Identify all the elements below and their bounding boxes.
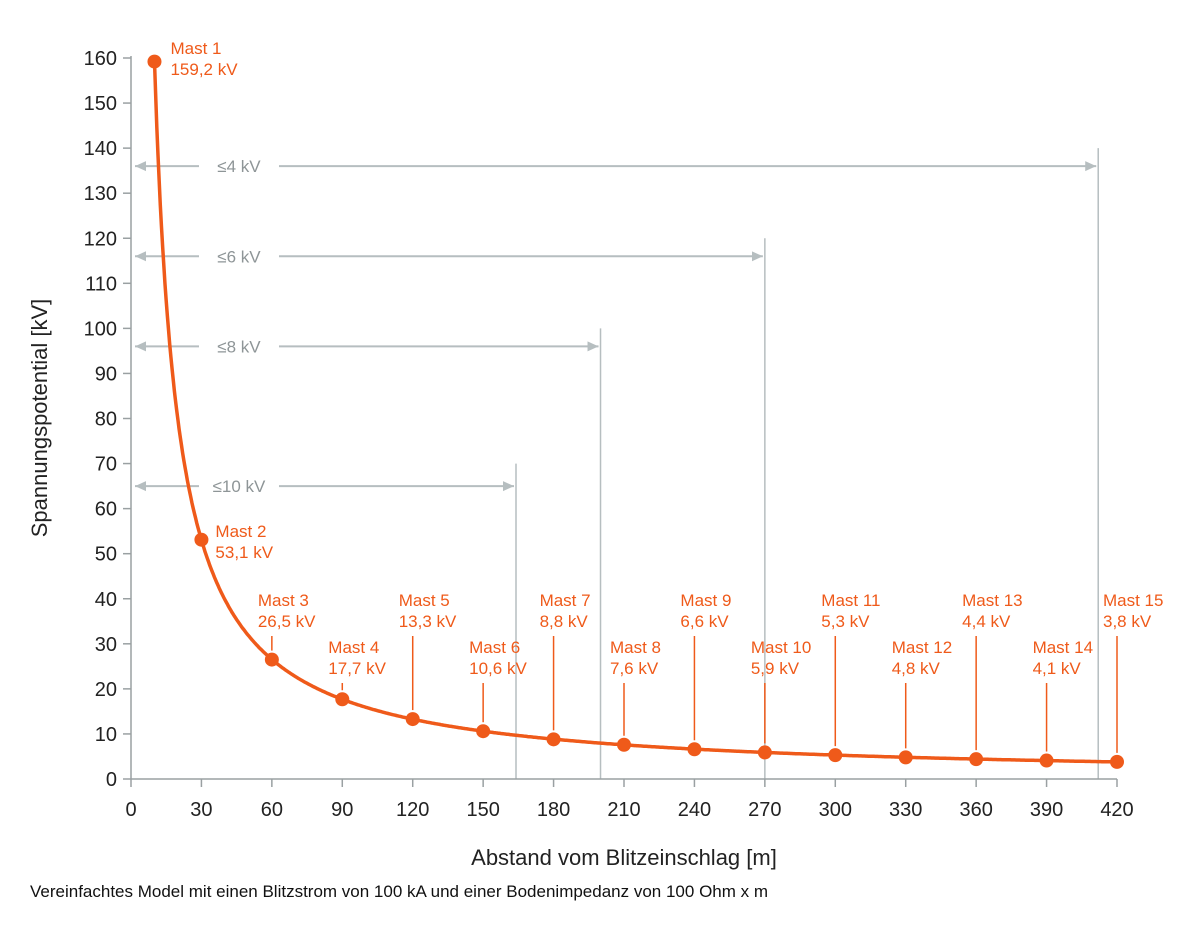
mast-value-label: 4,4 kV [962,612,1011,631]
data-point-mast-13 [969,752,984,767]
y-tick-label: 140 [84,138,117,160]
range-label: ≤4 kV [217,157,261,176]
mast-value-label: 13,3 kV [399,612,457,631]
data-point-mast-15 [1110,754,1124,769]
y-tick-label: 110 [85,273,117,295]
range-label-background [198,244,279,269]
x-tick-label: 150 [466,799,499,821]
y-tick-label: 50 [95,544,117,566]
series-layer [147,54,1124,769]
data-point-mast-14 [1039,753,1054,768]
y-tick-label: 10 [95,724,117,746]
mast-name-label: Mast 14 [1033,638,1093,657]
y-tick-label: 120 [84,228,117,250]
x-tick-label: 390 [1030,799,1063,821]
range-label: ≤10 kV [213,477,266,496]
data-point-mast-1 [147,54,162,69]
mast-value-label: 5,9 kV [751,659,800,678]
axes: 0 10 20 30 40 50 60 70 80 90 100 110 120 130 140 150 160… [84,48,1134,821]
mast-value-label: 4,1 kV [1033,659,1082,678]
y-tick-label: 20 [95,679,117,701]
mast-name-label: Mast 8 [610,638,661,657]
x-tick-label: 60 [261,799,283,821]
mast-name-label: Mast 1 [170,39,221,58]
y-tick-label: 80 [95,409,117,431]
x-tick-label: 120 [396,799,429,821]
range-label-background [198,334,279,359]
data-point-mast-8 [617,737,631,752]
data-point-mast-11 [828,748,843,763]
mast-name-label: Mast 9 [680,591,731,610]
chart-caption: Vereinfachtes Model mit einen Blitzstrom… [30,882,769,901]
data-point-mast-7 [546,732,561,747]
mast-value-label: 5,3 kV [821,612,870,631]
data-point-mast-4 [335,692,350,707]
range-label-background [198,474,279,499]
mast-value-label: 3,8 kV [1103,612,1152,631]
mast-value-label: 4,8 kV [892,659,941,678]
mast-value-label: 17,7 kV [328,659,386,678]
x-tick-label: 270 [748,799,781,821]
x-tick-label: 210 [607,799,640,821]
mast-value-label: 6,6 kV [680,612,729,631]
y-tick-label: 30 [95,634,117,656]
y-tick-label: 130 [84,183,117,205]
mast-value-label: 10,6 kV [469,659,527,678]
x-tick-label: 90 [331,799,353,821]
y-tick-label: 90 [95,363,117,385]
mast-name-label: Mast 11 [821,591,880,610]
mast-value-label: 8,8 kV [540,612,589,631]
mast-name-label: Mast 13 [962,591,1022,610]
x-tick-label: 300 [819,799,852,821]
x-tick-label: 360 [959,799,992,821]
y-axis-title: Spannungspotential [kV] [27,299,52,538]
mast-value-label: 53,1 kV [215,543,273,562]
x-tick-label: 30 [190,799,212,821]
data-point-mast-10 [757,745,772,760]
y-tick-label: 40 [95,589,117,611]
mast-name-label: Mast 10 [751,638,811,657]
data-point-mast-3 [264,652,279,667]
mast-name-label: Mast 3 [258,591,309,610]
data-point-mast-12 [898,750,913,765]
x-tick-label: 240 [678,799,711,821]
mast-labels: Mast 1 159,2 kV Mast 2 53,1 kV Mast 3 26,5 kV… [170,39,1163,753]
data-point-mast-5 [405,712,420,727]
x-tick-label: 180 [537,799,570,821]
mast-value-label: 159,2 kV [170,60,238,79]
mast-name-label: Mast 6 [469,638,520,657]
data-point-mast-2 [194,532,209,547]
mast-name-label: Mast 7 [540,591,591,610]
y-tick-label: 70 [95,454,117,476]
voltage-curve [152,61,1117,764]
y-tick-label: 160 [84,48,117,70]
range-label-background [198,154,279,179]
mast-name-label: Mast 4 [328,638,379,657]
mast-value-label: 26,5 kV [258,612,316,631]
x-tick-label: 330 [889,799,922,821]
range-layer: ≤4 kV ≤6 kV ≤8 kV ≤10 kV [135,148,1099,779]
mast-name-label: Mast 2 [215,522,266,541]
y-tick-label: 100 [84,318,117,340]
y-tick-label: 0 [106,769,117,791]
mast-value-label: 7,6 kV [610,659,659,678]
x-axis-title: Abstand vom Blitzeinschlag [m] [471,845,777,870]
mast-name-label: Mast 5 [399,591,450,610]
x-tick-label: 420 [1100,799,1133,821]
range-label: ≤6 kV [217,247,261,266]
data-point-mast-6 [476,724,491,739]
data-point-mast-9 [687,742,702,757]
x-tick-label: 0 [125,799,136,821]
mast-name-label: Mast 15 [1103,591,1163,610]
mast-name-label: Mast 12 [892,638,952,657]
y-tick-label: 60 [95,499,117,521]
range-label: ≤8 kV [217,337,261,356]
y-tick-label: 150 [84,93,117,115]
